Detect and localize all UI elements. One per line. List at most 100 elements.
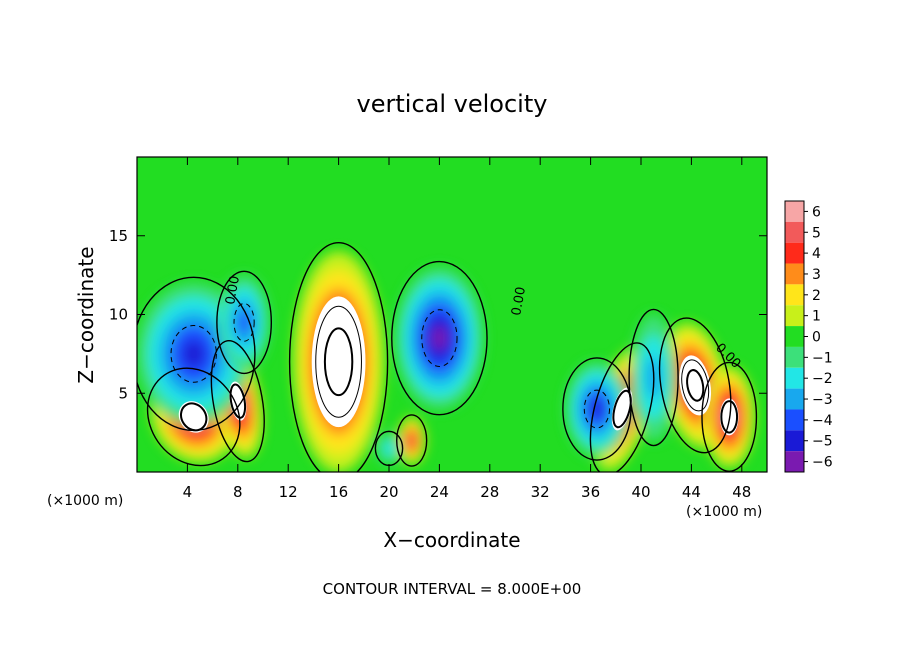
zero-contour-1 xyxy=(210,339,265,463)
colorbar-label: −5 xyxy=(812,434,833,450)
x-axis-label: X−coordinate xyxy=(383,528,520,552)
x-tick-label: 40 xyxy=(631,483,650,501)
colorbar-label: 1 xyxy=(812,309,821,325)
colorbar-swatch xyxy=(785,367,804,389)
zero-contour-10 xyxy=(562,357,632,461)
colorbar-label: −3 xyxy=(812,392,833,408)
zero-contour-11 xyxy=(628,308,679,447)
contour-line xyxy=(170,325,217,383)
contour-line xyxy=(720,400,739,434)
contour-line xyxy=(562,357,632,461)
x-axis-ticks: 4 8 12 16 20 24 28 32 36 40 44 48 xyxy=(183,157,751,501)
updraft-region-3 xyxy=(397,416,426,465)
contour-line xyxy=(583,389,611,429)
colorbar-swatch xyxy=(785,305,804,327)
field-band xyxy=(382,440,396,457)
colorbar-label: −1 xyxy=(812,350,833,366)
colorbar-swatch xyxy=(785,451,804,472)
contour-line xyxy=(628,308,679,447)
contour-line xyxy=(421,309,458,367)
contour-line xyxy=(233,302,255,342)
contour-line xyxy=(315,305,362,418)
colorbar-swatch xyxy=(785,409,804,431)
x-tick-label: 36 xyxy=(581,483,600,501)
core-contours-1 xyxy=(229,383,247,419)
colorbar-label: −6 xyxy=(812,455,833,471)
field-core xyxy=(611,387,633,431)
zero-contour-2 xyxy=(288,242,389,472)
contour-line xyxy=(589,342,655,472)
contour-line xyxy=(391,260,488,416)
x-unit-right: (×1000 m) xyxy=(686,504,762,520)
core-contours-2 xyxy=(315,305,362,418)
contour-line xyxy=(146,367,241,467)
colorbar-label: 2 xyxy=(812,288,821,304)
colorbar-swatch xyxy=(785,388,804,410)
contour-lines xyxy=(137,242,758,472)
y-axis-label: Z−coordinate xyxy=(74,246,98,383)
y-tick-label: 15 xyxy=(109,227,128,245)
x-tick-label: 44 xyxy=(682,483,701,501)
colorbar-label: −2 xyxy=(812,371,833,387)
contour-line xyxy=(323,327,354,397)
zero-contour-5 xyxy=(658,317,732,454)
contour-line xyxy=(216,270,273,375)
x-tick-label: 4 xyxy=(183,483,193,501)
colorbar: 6 5 4 3 2 1 0 −1 −2 −3 −4 −5 −6 xyxy=(784,200,833,473)
colorbar-label: 0 xyxy=(812,330,821,346)
core-contours-0 xyxy=(179,402,208,432)
contour-label-1: 0.00 xyxy=(509,286,529,317)
contour-line xyxy=(210,339,265,463)
field-band xyxy=(237,310,251,335)
x-tick-label: 48 xyxy=(732,483,751,501)
x-tick-label: 24 xyxy=(430,483,449,501)
x-tick-label: 16 xyxy=(329,483,348,501)
saturated-core-4 xyxy=(611,387,633,431)
saturated-core-0 xyxy=(178,401,209,433)
contour-line xyxy=(288,242,389,472)
y-tick-label: 5 xyxy=(118,384,128,402)
field-band xyxy=(182,339,206,369)
contour-line xyxy=(396,414,428,467)
x-tick-label: 32 xyxy=(531,483,550,501)
x-tick-label: 12 xyxy=(279,483,298,501)
zero-contour-3 xyxy=(396,414,428,467)
x-unit-left: (×1000 m) xyxy=(47,493,123,509)
colorbar-label: 3 xyxy=(812,267,821,283)
colorbar-swatch xyxy=(785,326,804,347)
x-tick-label: 28 xyxy=(480,483,499,501)
velocity-field xyxy=(137,251,755,472)
x-tick-label: 8 xyxy=(233,483,243,501)
zero-contour-8 xyxy=(216,270,273,375)
zero-contour-0 xyxy=(146,367,241,467)
zero-contour-6 xyxy=(701,361,758,472)
colorbar-swatch xyxy=(785,263,804,285)
y-tick-label: 10 xyxy=(109,306,128,324)
core-contours-6 xyxy=(720,400,739,434)
zero-contour-7 xyxy=(137,276,256,432)
colorbar-swatch xyxy=(785,242,804,264)
core-contours-4 xyxy=(612,389,632,429)
colorbar-label: 6 xyxy=(812,204,821,220)
colorbar-label: 5 xyxy=(812,225,821,241)
contour-line xyxy=(179,402,208,432)
colorbar-swatch xyxy=(785,221,804,243)
contour-line xyxy=(658,317,732,454)
colorbar-swatch xyxy=(785,430,804,452)
contour-line xyxy=(701,361,758,472)
downdraft-region-9 xyxy=(395,267,484,409)
zero-contour-9 xyxy=(391,260,488,416)
contour-line xyxy=(137,276,256,432)
y-axis-ticks: 5 10 15 xyxy=(109,227,767,402)
zero-contour-4 xyxy=(589,342,655,472)
contour-line xyxy=(612,389,632,429)
contour-label-0: 0.00 xyxy=(223,275,243,306)
contour-interval-note: CONTOUR INTERVAL = 8.000E+00 xyxy=(323,580,582,598)
field-core xyxy=(178,401,209,433)
x-tick-label: 20 xyxy=(379,483,398,501)
field-core xyxy=(311,296,366,428)
colorbar-swatch xyxy=(785,201,804,222)
field-band xyxy=(408,435,415,446)
contour-line xyxy=(686,369,705,402)
